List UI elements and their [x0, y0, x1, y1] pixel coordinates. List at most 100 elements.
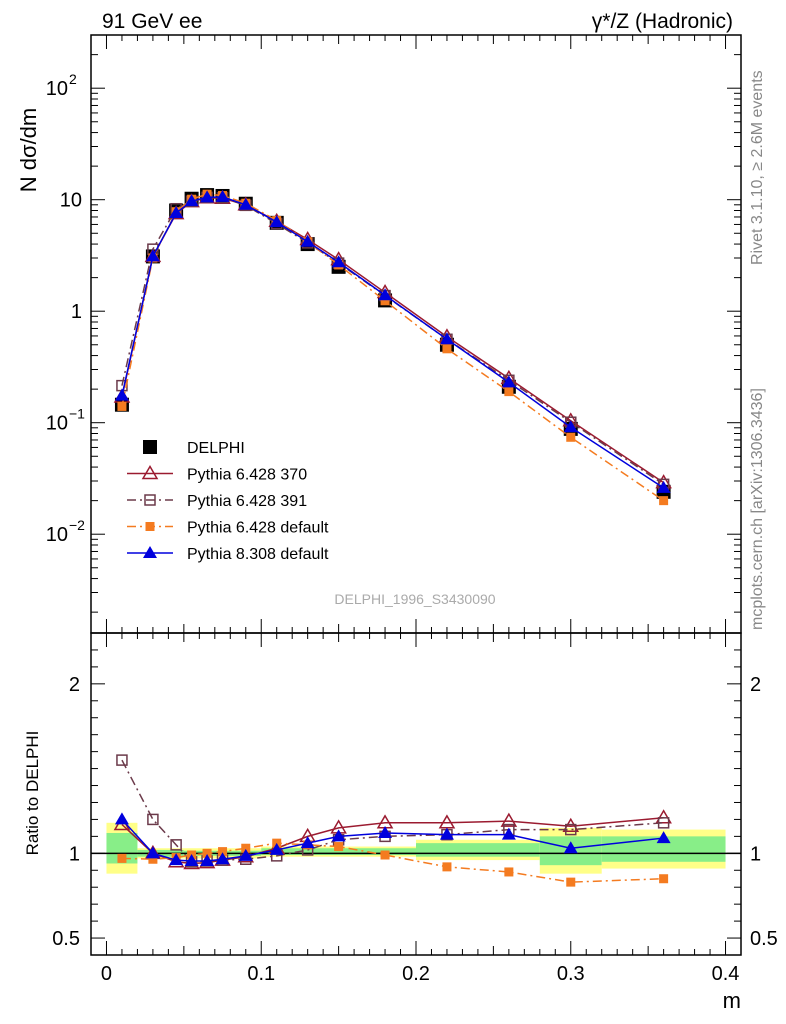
data-point-pythia-6-428-default	[380, 296, 390, 306]
data-point-pythia-6-428-default	[442, 344, 452, 354]
uncertainty-band-green	[261, 848, 416, 856]
y-tick-label: 1	[71, 301, 82, 323]
ratio-point-pythia-6-428-default	[148, 854, 158, 864]
data-point-pythia-8-308-default	[656, 480, 671, 493]
ratio-panel: 0 0.1 0.2 0.3 0.4 m 0.5 0.5 1 1 2 2 Ratio to DELPHI	[23, 35, 778, 1013]
y-tick-exponent: 2	[69, 71, 77, 87]
ratio-point-pythia-6-428-default	[442, 862, 452, 872]
data-point-pythia-6-428-default	[117, 401, 127, 411]
y-tick-exponent: −2	[69, 517, 85, 533]
legend-marker-pythia-6-428-370	[141, 465, 159, 480]
ratio-point-pythia-6-428-default	[380, 850, 390, 860]
legend-marker-delphi	[143, 440, 157, 454]
y-tick-label: 10	[46, 78, 68, 100]
ratio-point-pythia-8-308-default	[378, 825, 393, 838]
ratio-point-pythia-6-428-370	[500, 812, 518, 827]
uncertainty-band-green	[416, 843, 540, 857]
ratio-y-tick-label-right: 1	[750, 843, 761, 865]
data-point-pythia-8-308-default	[378, 288, 393, 301]
data-point-pythia-8-308-default	[331, 255, 346, 268]
data-point-pythia-8-308-default	[439, 332, 454, 345]
ratio-point-pythia-6-428-default	[202, 848, 212, 858]
data-point-pythia-8-308-default	[269, 215, 284, 228]
ratio-point-pythia-8-308-default	[238, 848, 253, 861]
data-point-pythia-8-308-default	[200, 190, 215, 203]
data-point-pythia-8-308-default	[300, 234, 315, 247]
ratio-point-pythia-8-308-default	[200, 853, 215, 866]
data-point-pythia-6-428-default	[504, 387, 514, 397]
legend-label: Pythia 6.428 370	[187, 467, 307, 484]
ratio-frame	[90, 632, 742, 956]
ratio-point-pythia-8-308-default	[269, 842, 284, 855]
data-point-pythia-6-428-default	[566, 432, 576, 442]
x-axis-label: m	[723, 988, 741, 1013]
ratio-point-pythia-6-428-391	[116, 754, 128, 766]
ratio-point-pythia-8-308-default	[300, 836, 315, 849]
y-axis-label: N dσ/dm	[16, 108, 41, 193]
rivet-version-label: Rivet 3.1.10, ≥ 2.6M events	[749, 70, 766, 265]
ratio-point-pythia-8-308-default	[215, 852, 230, 865]
ratio-point-pythia-6-428-default	[334, 842, 344, 852]
ratio-y-tick-label-left: 2	[69, 674, 80, 696]
mcplots-label: mcplots.cern.ch [arXiv:1306.3436]	[749, 388, 766, 630]
legend: DELPHI Pythia 6.428 370 Pythia 6.428 391 Py…	[127, 440, 329, 563]
ratio-point-pythia-6-428-391	[565, 823, 577, 836]
series-line-pythia-6-428-default	[121, 193, 665, 502]
ratio-point-pythia-8-308-default	[331, 829, 346, 842]
ratio-point-pythia-8-308-default	[145, 846, 160, 859]
y-tick-label: 10	[46, 413, 68, 435]
legend-marker-pythia-8-308-default	[143, 546, 157, 558]
ratio-point-pythia-8-308-default	[114, 812, 129, 825]
ratio-y-tick-label-left: 1	[69, 843, 80, 865]
ratio-point-pythia-6-428-default	[241, 843, 251, 853]
y-tick-exponent: −1	[69, 406, 85, 422]
x-tick-label: 0.2	[402, 963, 430, 985]
legend-label: DELPHI	[187, 440, 245, 457]
data-point-pythia-8-308-default	[238, 197, 253, 210]
ratio-point-pythia-8-308-default	[501, 827, 516, 840]
x-tick-label: 0	[101, 963, 112, 985]
ratio-point-pythia-6-428-default	[566, 877, 576, 887]
data-point-pythia-8-308-default	[501, 375, 516, 388]
ratio-point-pythia-8-308-default	[563, 841, 578, 854]
data-point-pythia-8-308-default	[184, 194, 199, 207]
ratio-point-pythia-6-428-370	[655, 809, 672, 824]
data-point-pythia-8-308-default	[563, 420, 578, 433]
legend-label: Pythia 8.308 default	[187, 546, 329, 563]
ratio-point-pythia-6-428-391	[657, 817, 670, 829]
data-point-pythia-6-428-default	[659, 496, 669, 506]
plot-title-right: γ*/Z (Hadronic)	[592, 10, 733, 33]
ratio-point-pythia-8-308-default	[656, 831, 671, 844]
ratio-point-pythia-6-428-default	[504, 867, 514, 877]
ratio-point-pythia-6-428-default	[218, 847, 228, 857]
data-point-pythia-8-308-default	[169, 205, 184, 218]
ratio-point-pythia-6-428-default	[659, 874, 669, 884]
data-point-pythia-8-308-default	[215, 189, 230, 202]
y-tick-label: 10	[46, 524, 68, 546]
ratio-y-tick-label-right: 0.5	[750, 928, 778, 950]
y-tick-label: 10	[60, 190, 82, 212]
plot-title-left: 91 GeV ee	[102, 10, 202, 33]
analysis-label: DELPHI_1996_S3430090	[334, 591, 495, 607]
data-point-pythia-8-308-default	[145, 249, 160, 262]
data-point-pythia-8-308-default	[114, 388, 129, 401]
ratio-axis-label: Ratio to DELPHI	[23, 731, 42, 856]
legend-marker-pythia-6-428-391	[144, 494, 156, 506]
ratio-point-pythia-8-308-default	[184, 853, 199, 866]
x-tick-label: 0.4	[712, 963, 740, 985]
ratio-y-tick-label-right: 2	[750, 674, 761, 696]
ratio-point-pythia-6-428-391	[147, 813, 159, 826]
x-tick-label: 0.1	[247, 963, 275, 985]
legend-marker-pythia-6-428-default	[145, 522, 155, 531]
legend-label: Pythia 6.428 391	[187, 493, 307, 510]
ratio-point-pythia-6-428-370	[438, 814, 456, 829]
main-frame	[90, 34, 742, 634]
ratio-point-pythia-6-428-391	[170, 839, 182, 851]
ratio-point-pythia-8-308-default	[439, 827, 454, 840]
legend-label: Pythia 6.428 default	[187, 520, 329, 537]
ratio-point-pythia-6-428-default	[117, 853, 127, 863]
x-tick-label: 0.3	[557, 963, 585, 985]
ratio-y-tick-label-left: 0.5	[52, 928, 80, 950]
